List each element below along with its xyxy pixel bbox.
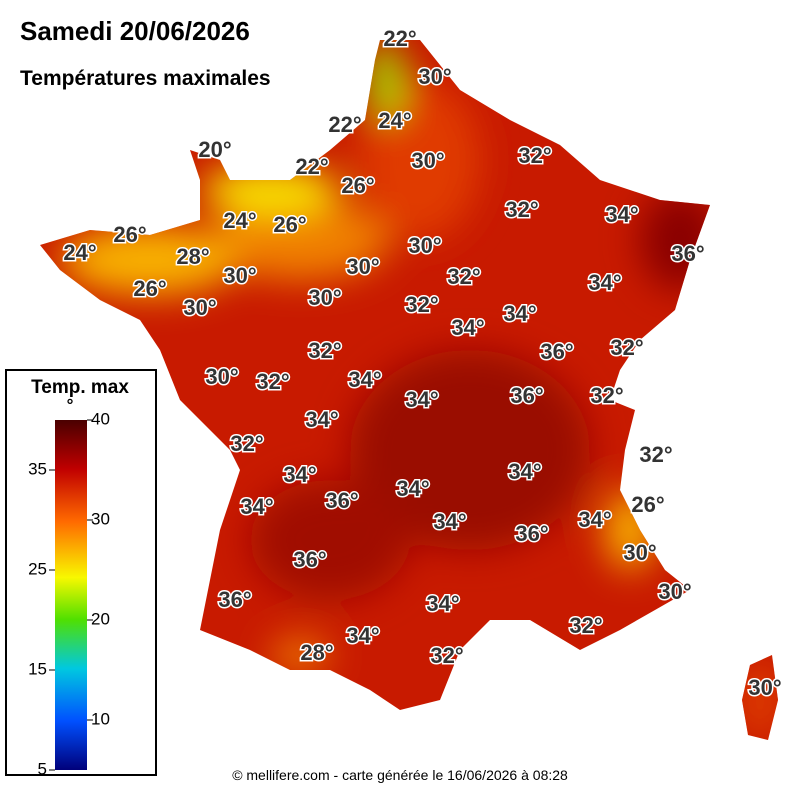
temperature-label: 30° xyxy=(418,64,451,89)
temperature-label: 34° xyxy=(405,387,438,412)
temperature-label: 24° xyxy=(63,240,96,265)
temperature-label: 22° xyxy=(383,26,416,51)
temperature-label: 26° xyxy=(273,212,306,237)
temperature-label: 30° xyxy=(408,233,441,258)
temperature-label: 34° xyxy=(451,315,484,340)
temperature-label: 36° xyxy=(325,488,358,513)
temperature-label: 20° xyxy=(198,137,231,162)
legend-tick-label: 5 xyxy=(38,759,47,778)
temperature-label: 34° xyxy=(348,367,381,392)
temperature-label: 32° xyxy=(230,431,263,456)
temperature-label: 34° xyxy=(588,270,621,295)
temperature-label: 30° xyxy=(346,254,379,279)
temperature-label: 36° xyxy=(510,383,543,408)
temperature-label: 28° xyxy=(176,244,209,269)
temperature-label: 22° xyxy=(295,154,328,179)
temperature-label: 34° xyxy=(283,462,316,487)
legend-tick-label: 40 xyxy=(91,409,110,428)
temperature-label: 32° xyxy=(639,442,672,467)
subtitle: Températures maximales xyxy=(20,67,271,90)
temperature-label: 36° xyxy=(293,547,326,572)
temperature-label: 36° xyxy=(218,587,251,612)
temperature-label: 34° xyxy=(605,202,638,227)
temperature-label: 22° xyxy=(328,112,361,137)
temperature-label: 32° xyxy=(518,143,551,168)
legend-tick-label: 10 xyxy=(91,709,110,728)
temperature-label: 34° xyxy=(346,623,379,648)
temperature-label: 26° xyxy=(341,173,374,198)
temperature-label: 30° xyxy=(205,364,238,389)
legend-tick-label: 30 xyxy=(91,509,110,528)
temperature-label: 36° xyxy=(515,521,548,546)
temperature-label: 28° xyxy=(300,640,333,665)
temperature-label: 32° xyxy=(505,197,538,222)
temperature-label: 34° xyxy=(508,459,541,484)
temperature-label: 30° xyxy=(223,263,256,288)
temperature-label: 30° xyxy=(748,675,781,700)
temperature-label: 24° xyxy=(223,208,256,233)
temperature-label: 30° xyxy=(308,285,341,310)
temperature-label: 34° xyxy=(240,494,273,519)
temperature-label: 24° xyxy=(378,108,411,133)
temperature-label: 30° xyxy=(623,540,656,565)
temperature-label: 34° xyxy=(433,509,466,534)
temperature-label: 32° xyxy=(256,369,289,394)
legend-tick-label: 25 xyxy=(28,559,47,578)
temperature-label: 30° xyxy=(411,148,444,173)
temperature-label: 34° xyxy=(578,507,611,532)
footer: © mellifere.com - carte générée le 16/06… xyxy=(232,767,568,783)
temperature-label: 36° xyxy=(671,241,704,266)
temperature-label: 32° xyxy=(430,643,463,668)
color-bar xyxy=(55,420,87,770)
legend-tick-label: 20 xyxy=(91,609,110,628)
temperature-label: 34° xyxy=(426,591,459,616)
temperature-label: 32° xyxy=(569,613,602,638)
temperature-label: 34° xyxy=(305,407,338,432)
temperature-label: 26° xyxy=(113,222,146,247)
temperature-label: 32° xyxy=(610,335,643,360)
legend-tick-label: 15 xyxy=(28,659,47,678)
legend-tick-label: 35 xyxy=(28,459,47,478)
temperature-label: 30° xyxy=(658,579,691,604)
temperature-label: 26° xyxy=(133,276,166,301)
temperature-label: 32° xyxy=(405,292,438,317)
temperature-label: 26° xyxy=(631,492,664,517)
legend-unit: ° xyxy=(67,395,74,414)
title: Samedi 20/06/2026 xyxy=(20,16,250,46)
temperature-label: 30° xyxy=(183,295,216,320)
temperature-label: 34° xyxy=(396,476,429,501)
temperature-label: 36° xyxy=(540,339,573,364)
temperature-label: 32° xyxy=(590,383,623,408)
temperature-label: 32° xyxy=(308,338,341,363)
legend-title: Temp. max xyxy=(31,377,129,398)
temperature-label: 34° xyxy=(503,301,536,326)
temperature-label: 32° xyxy=(447,264,480,289)
